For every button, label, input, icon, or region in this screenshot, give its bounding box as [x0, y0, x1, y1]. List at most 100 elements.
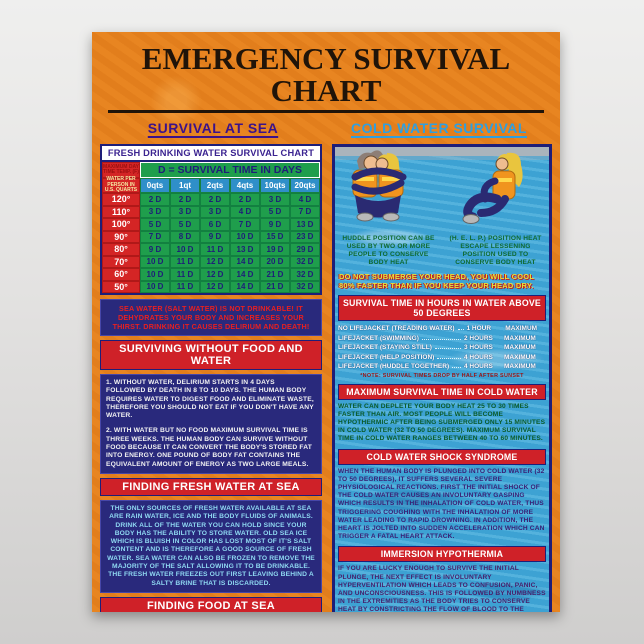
survival-days-cell: 12 D: [200, 280, 230, 293]
lifejacket-row: NO LIFEJACKET (TREADING WATER) 1 HOUR MAXI…: [338, 324, 546, 334]
water-table-span-header: D = SURVIVAL TIME IN DAYS: [140, 162, 320, 178]
huddle-and-help-figures-icon: [351, 150, 523, 224]
lifejacket-time: 2 HOURS: [464, 334, 493, 342]
lifejacket-maximum: MAXIMUM: [504, 353, 536, 361]
survival-days-cell: 13 D: [290, 218, 320, 231]
quart-header-cell: 0qts: [140, 178, 170, 193]
survival-days-cell: 7 D: [230, 218, 260, 231]
survival-days-cell: 21 D: [260, 280, 290, 293]
quart-header-cell: 2qts: [200, 178, 230, 193]
water-table-corner-quarts: WATER PER PERSON IN U.S. QUARTS: [102, 177, 140, 193]
lifejacket-label: LIFEJACKET (HELP POSITION): [338, 353, 435, 361]
temp-cell: 70°: [102, 255, 140, 268]
lifejacket-list: NO LIFEJACKET (TREADING WATER) 1 HOUR MAXI…: [338, 324, 546, 372]
lifejacket-label: LIFEJACKET (STAYING STILL): [338, 344, 432, 351]
immersion-hypothermia-body: IF YOU ARE LUCKY ENOUGH TO SURVIVE THE I…: [338, 565, 546, 612]
temp-cell: 60°: [102, 268, 140, 281]
survival-days-cell: 9 D: [140, 243, 170, 256]
lifejacket-row: LIFEJACKET (SWIMMING) 2 HOURS MAXIMUM: [338, 334, 546, 344]
survival-days-cell: 15 D: [260, 230, 290, 243]
lifejacket-maximum: MAXIMUM: [504, 344, 536, 351]
survival-days-cell: 14 D: [230, 268, 260, 281]
sunset-note: *NOTE: SURVIVAL TIMES DROP BY HALF AFTER…: [360, 372, 524, 379]
temp-cell: 90°: [102, 230, 140, 243]
lifejacket-maximum: MAXIMUM: [504, 334, 536, 342]
water-table-corner-temp: MAXIMUM DAY TIME TEMP. (F): [102, 162, 140, 178]
quart-header-cell: 20qts: [290, 178, 320, 193]
cold-water-panel: HUDDLE POSITION CAN BE USED BY TWO OR MO…: [332, 144, 552, 612]
sea-water-warning: SEA WATER (SALT WATER) IS NOT DRINKABLE!…: [100, 299, 322, 336]
header-survival-time-in-hours: SURVIVAL TIME IN HOURS IN WATER ABOVE 50…: [338, 295, 546, 321]
header-finding-food-at-sea: FINDING FOOD AT SEA: [100, 596, 322, 612]
survival-days-cell: 14 D: [230, 280, 260, 293]
cold-water-shock-body: WHEN THE HUMAN BODY IS PLUNGED INTO COLD…: [338, 467, 545, 541]
lifejacket-time: 4 HOURS: [464, 353, 493, 361]
quart-header-cell: 10qts: [260, 178, 290, 193]
lifejacket-time: 3 HOURS: [464, 344, 493, 351]
header-immersion-hypothermia: IMMERSION HYPOTHERMIA: [338, 546, 546, 563]
survival-days-cell: 3 D: [260, 193, 290, 206]
temp-cell: 100°: [102, 218, 140, 231]
heading-survival-at-sea: SURVIVAL AT SEA: [147, 120, 279, 136]
survival-days-cell: 32 D: [290, 255, 320, 268]
section-headings: SURVIVAL AT SEA COLD WATER SURVIVAL: [100, 120, 552, 136]
survival-positions-illustration: [335, 147, 549, 233]
survival-days-cell: 2 D: [230, 193, 260, 206]
temp-cell: 80°: [102, 243, 140, 256]
survival-days-cell: 5 D: [170, 218, 200, 231]
water-table-title: FRESH DRINKING WATER SURVIVAL CHART: [102, 146, 320, 162]
lifejacket-time: 4 HOURS: [464, 363, 493, 370]
survival-days-cell: 3 D: [200, 205, 230, 218]
survival-days-cell: 5 D: [260, 205, 290, 218]
lifejacket-row: LIFEJACKET (HUDDLE TOGETHER) 4 HOURS MAXIM…: [338, 362, 546, 372]
survival-days-cell: 13 D: [230, 243, 260, 256]
temp-cell: 50°: [102, 280, 140, 293]
survival-days-cell: 29 D: [290, 243, 320, 256]
surviving-item-2: 2. WITH WATER BUT NO FOOD MAXIMUM SURVIV…: [106, 427, 312, 468]
fresh-water-survival-table: FRESH DRINKING WATER SURVIVAL CHART MAXI…: [100, 144, 322, 295]
poster-title: EMERGENCY SURVIVAL CHART: [141, 41, 511, 108]
lifejacket-label: LIFEJACKET (SWIMMING): [338, 334, 419, 342]
header-maximum-survival-time: MAXIMUM SURVIVAL TIME IN COLD WATER: [338, 383, 546, 400]
dotted-leader: [437, 357, 461, 359]
survival-days-cell: 32 D: [290, 268, 320, 281]
survival-days-cell: 11 D: [170, 280, 200, 293]
survival-days-cell: 4 D: [290, 193, 320, 206]
survival-days-cell: 10 D: [230, 230, 260, 243]
survival-days-cell: 10 D: [140, 268, 170, 281]
lifejacket-label: LIFEJACKET (HUDDLE TOGETHER): [338, 363, 450, 370]
header-surviving-without-food-and-water: SURVIVING WITHOUT FOOD AND WATER: [100, 340, 322, 370]
temp-cell: 120°: [102, 193, 140, 206]
survival-days-cell: 9 D: [260, 218, 290, 231]
do-not-submerge-warning: DO NOT SUBMERGE YOUR HEAD, YOU WILL COOL…: [339, 272, 535, 290]
temp-cell: 110°: [102, 205, 140, 218]
header-finding-fresh-water-at-sea: FINDING FRESH WATER AT SEA: [100, 477, 322, 496]
water-table-grid: MAXIMUM DAY TIME TEMP. (F) D = SURVIVAL …: [102, 162, 320, 293]
survival-days-cell: 11 D: [170, 255, 200, 268]
quart-header-cell: 1qt: [170, 178, 200, 193]
quart-header-cell: 4qts: [230, 178, 260, 193]
survival-days-cell: 23 D: [290, 230, 320, 243]
dotted-leader: [452, 367, 461, 368]
survival-days-cell: 12 D: [200, 268, 230, 281]
survival-days-cell: 3 D: [170, 205, 200, 218]
column-survival-at-sea: FRESH DRINKING WATER SURVIVAL CHART MAXI…: [100, 144, 322, 612]
dotted-leader: [434, 348, 461, 349]
survival-days-cell: 21 D: [260, 268, 290, 281]
survival-days-cell: 32 D: [290, 280, 320, 293]
help-figure-icon: [462, 152, 523, 224]
survival-days-cell: 14 D: [230, 255, 260, 268]
dotted-leader: [421, 338, 461, 340]
lifejacket-row: LIFEJACKET (HELP POSITION) 4 HOURS MAXIMUM: [338, 353, 546, 363]
maximum-survival-body: WATER CAN DEPLETE YOUR BODY HEAT 25 TO 3…: [338, 402, 546, 443]
huddle-caption: HUDDLE POSITION CAN BE USED BY TWO OR MO…: [342, 235, 435, 266]
figure-captions: HUDDLE POSITION CAN BE USED BY TWO OR MO…: [338, 235, 546, 267]
survival-days-cell: 7 D: [140, 230, 170, 243]
survival-days-cell: 2 D: [170, 193, 200, 206]
column-cold-water-survival: HUDDLE POSITION CAN BE USED BY TWO OR MO…: [332, 144, 552, 612]
survival-days-cell: 8 D: [170, 230, 200, 243]
lifejacket-maximum: MAXIMUM: [505, 325, 538, 332]
surviving-item-1: 1. WITHOUT WATER, DELIRIUM STARTS IN 4 D…: [106, 379, 314, 420]
survival-days-cell: 11 D: [200, 243, 230, 256]
surviving-body: 1. WITHOUT WATER, DELIRIUM STARTS IN 4 D…: [100, 374, 322, 474]
